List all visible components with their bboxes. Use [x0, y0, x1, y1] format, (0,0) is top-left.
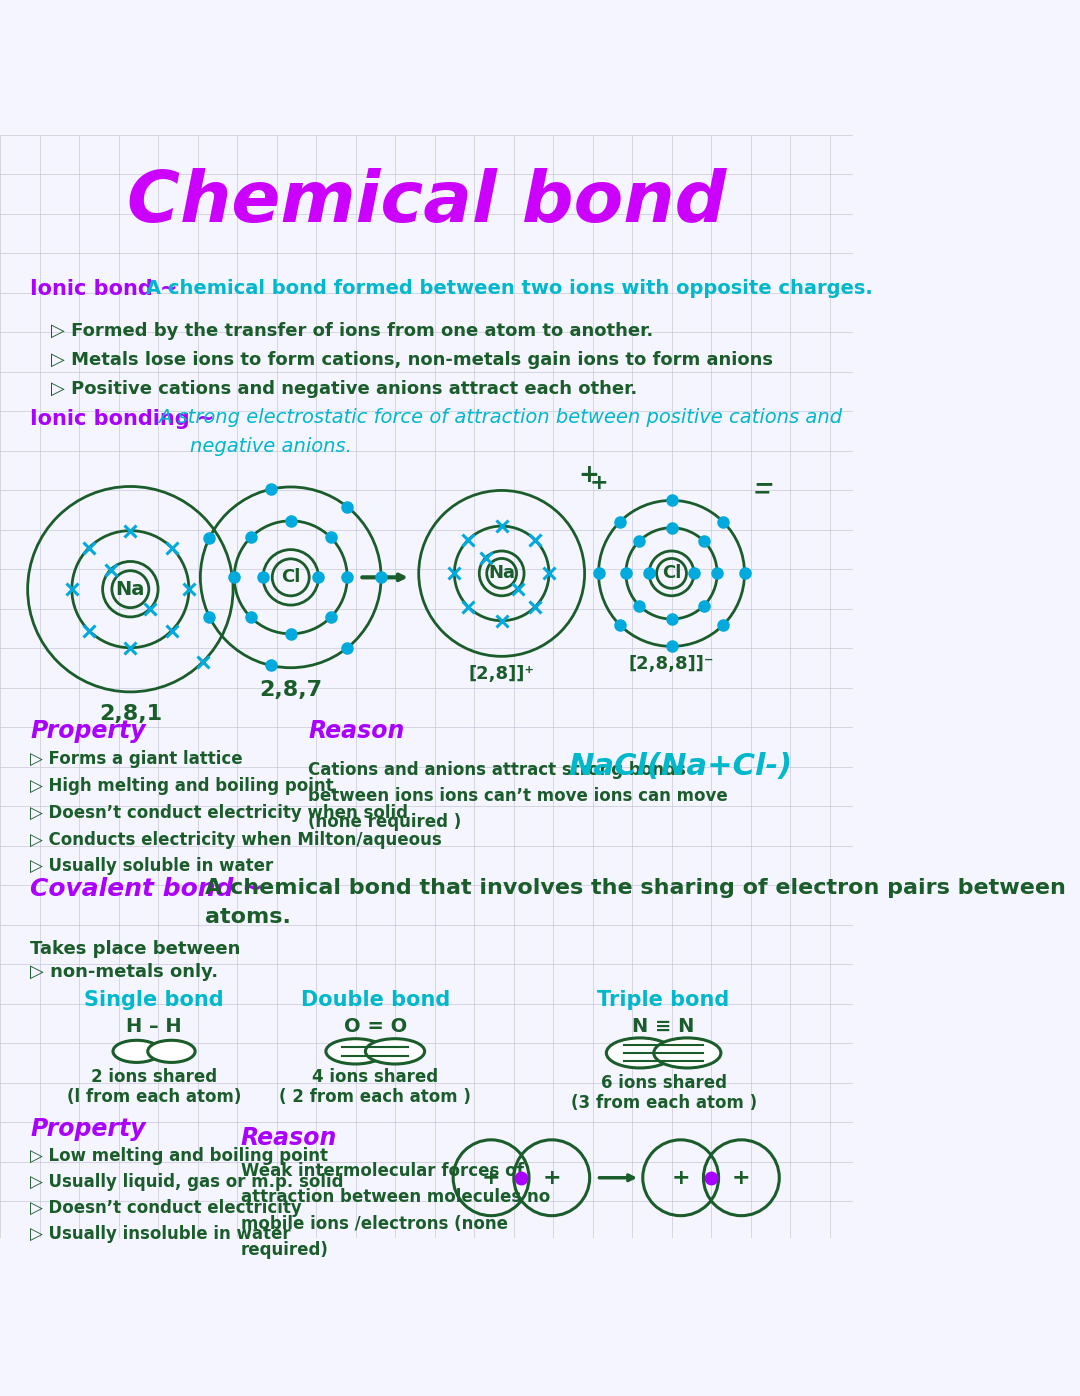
Text: +: + [542, 1168, 562, 1188]
Text: Ionic bond ~: Ionic bond ~ [30, 279, 177, 299]
Text: Reason: Reason [241, 1127, 337, 1150]
Text: 4 ions shared: 4 ions shared [312, 1068, 438, 1086]
Text: +: + [482, 1168, 500, 1188]
Text: Covalent bond ~: Covalent bond ~ [30, 878, 264, 902]
Text: Triple bond: Triple bond [597, 990, 730, 1009]
Text: Ionic bonding ~: Ionic bonding ~ [30, 409, 215, 430]
Text: Single bond: Single bond [84, 990, 224, 1009]
Text: ▷ Low melting and boiling point: ▷ Low melting and boiling point [30, 1146, 328, 1164]
Ellipse shape [326, 1039, 386, 1064]
Text: (3 from each atom ): (3 from each atom ) [570, 1093, 757, 1111]
Text: Chemical bond: Chemical bond [127, 168, 726, 236]
Text: ▷ Positive cations and negative anions attract each other.: ▷ Positive cations and negative anions a… [52, 380, 637, 398]
Ellipse shape [365, 1039, 424, 1064]
Text: 2,8,1: 2,8,1 [98, 704, 162, 725]
Ellipse shape [148, 1040, 195, 1062]
Text: +: + [578, 462, 599, 487]
Text: ▷ Metals lose ions to form cations, non-metals gain ions to form anions: ▷ Metals lose ions to form cations, non-… [52, 350, 773, 369]
Text: negative anions.: negative anions. [190, 437, 351, 456]
Ellipse shape [606, 1037, 674, 1068]
Text: A strong electrostatic force of attraction between positive cations and: A strong electrostatic force of attracti… [158, 408, 842, 427]
Text: 2,8,7: 2,8,7 [259, 680, 322, 699]
Text: Cations and anions attract strong bonds
between ions ions can’t move ions can mo: Cations and anions attract strong bonds … [308, 761, 728, 832]
Text: ▷ Usually liquid, gas or m.p. solid: ▷ Usually liquid, gas or m.p. solid [30, 1173, 343, 1191]
Text: +: + [732, 1168, 751, 1188]
Text: Weak intermolecular forces of
attraction between molecules no
mobile ions /elect: Weak intermolecular forces of attraction… [241, 1161, 550, 1259]
Text: Reason: Reason [308, 719, 405, 744]
Text: Property: Property [30, 1117, 146, 1141]
Text: Cl: Cl [281, 568, 300, 586]
Text: +: + [590, 472, 608, 493]
Text: +: + [672, 1168, 690, 1188]
Ellipse shape [113, 1040, 160, 1062]
Text: ▷ Doesn’t conduct electricity: ▷ Doesn’t conduct electricity [30, 1199, 301, 1217]
Text: [2,8]]⁺: [2,8]]⁺ [469, 664, 535, 683]
Text: N ≡ N: N ≡ N [633, 1016, 694, 1036]
Text: 2 ions shared: 2 ions shared [91, 1068, 217, 1086]
Text: ▷ Usually soluble in water: ▷ Usually soluble in water [30, 857, 273, 875]
Text: ▷ Forms a giant lattice: ▷ Forms a giant lattice [30, 750, 243, 768]
Text: atoms.: atoms. [205, 907, 292, 927]
Text: Takes place between: Takes place between [30, 940, 241, 958]
Text: ▷ Usually insoluble in water: ▷ Usually insoluble in water [30, 1224, 291, 1242]
Text: [2,8,8]]⁻: [2,8,8]]⁻ [629, 655, 714, 673]
Text: A chemical bond formed between two ions with opposite charges.: A chemical bond formed between two ions … [146, 279, 873, 299]
Text: O = O: O = O [343, 1016, 407, 1036]
Text: ▷ Doesn’t conduct electricity when solid: ▷ Doesn’t conduct electricity when solid [30, 804, 408, 822]
Text: ▷ High melting and boiling point: ▷ High melting and boiling point [30, 778, 334, 794]
Text: ( 2 from each atom ): ( 2 from each atom ) [280, 1087, 471, 1106]
Text: −: − [754, 473, 774, 497]
Text: NaCl(Na+Cl-): NaCl(Na+Cl-) [569, 752, 793, 782]
Text: −: − [753, 483, 771, 503]
Text: Property: Property [30, 719, 146, 744]
Text: A chemical bond that involves the sharing of electron pairs between: A chemical bond that involves the sharin… [205, 878, 1066, 898]
Text: Double bond: Double bond [300, 990, 450, 1009]
Text: ▷ Formed by the transfer of ions from one atom to another.: ▷ Formed by the transfer of ions from on… [52, 322, 653, 339]
Text: ▷ Conducts electricity when Milton/aqueous: ▷ Conducts electricity when Milton/aqueo… [30, 831, 442, 849]
Text: (l from each atom): (l from each atom) [67, 1087, 241, 1106]
Text: Na: Na [116, 579, 145, 599]
Text: Cl: Cl [662, 564, 681, 582]
Text: H – H: H – H [126, 1016, 181, 1036]
Text: Na: Na [488, 564, 515, 582]
Ellipse shape [653, 1037, 720, 1068]
Text: ▷ non-metals only.: ▷ non-metals only. [30, 963, 218, 981]
Text: 6 ions shared: 6 ions shared [600, 1074, 727, 1092]
